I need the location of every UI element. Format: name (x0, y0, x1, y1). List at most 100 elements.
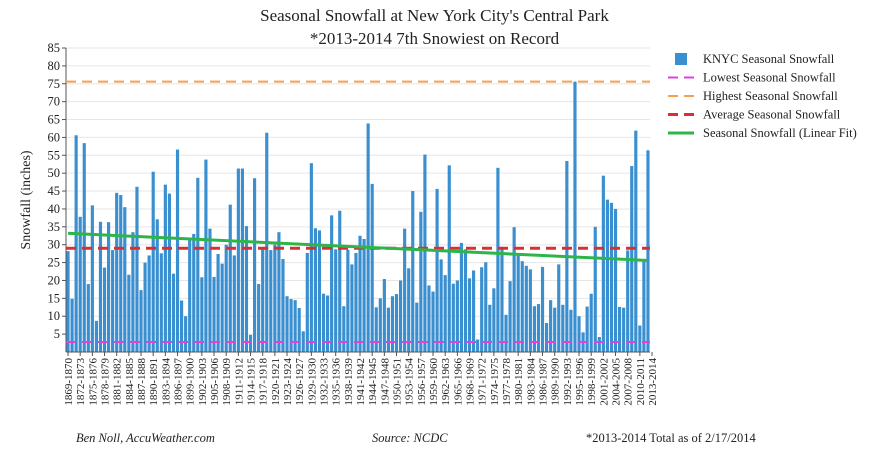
x-tick-label: 1926-1927 (294, 358, 306, 406)
bar (605, 199, 609, 352)
bar (386, 307, 390, 352)
x-tick-label: 1872-1873 (75, 358, 87, 406)
bar (451, 283, 455, 352)
bar (354, 252, 358, 352)
y-tick-label: 25 (48, 256, 61, 270)
bar (504, 314, 508, 352)
bar (618, 306, 622, 352)
x-tick-label: 1968-1969 (465, 358, 477, 406)
bar (447, 165, 451, 352)
bar (634, 130, 638, 352)
y-tick-label: 20 (48, 273, 61, 287)
x-tick-label: 1974-1975 (489, 358, 501, 406)
bar (589, 293, 593, 352)
x-tick-label: 1869-1870 (63, 358, 75, 406)
x-tick-label: 1962-1963 (440, 358, 452, 406)
bar (70, 298, 74, 352)
bar (492, 288, 496, 352)
bar (459, 242, 463, 352)
bar (553, 307, 557, 352)
bar (281, 259, 285, 352)
bar (135, 186, 139, 352)
bar (107, 222, 111, 352)
bar (321, 293, 326, 352)
bar (626, 250, 630, 352)
y-tick-label: 10 (48, 309, 61, 323)
bar (597, 336, 601, 352)
bar (224, 244, 228, 352)
x-tick-label: 1917-1918 (258, 358, 270, 406)
bar (480, 267, 484, 352)
bar (508, 281, 512, 352)
legend-label-knyc-seasonal-snowfall: KNYC Seasonal Snowfall (703, 52, 835, 66)
bar (443, 275, 447, 352)
x-tick-label: 2007-2008 (623, 358, 635, 406)
bar (512, 227, 516, 352)
bar (439, 259, 443, 352)
x-tick-label: 1998-1999 (586, 358, 598, 406)
bar (123, 207, 127, 352)
chart-subtitle: *2013-2014 7th Snowiest on Record (309, 29, 560, 48)
bar (98, 221, 103, 352)
bar (399, 280, 403, 352)
x-tick-label: 1959-1960 (428, 358, 440, 406)
x-tick-label: 2001-2002 (598, 358, 610, 406)
x-tick-label: 1986-1987 (538, 358, 550, 406)
bar (167, 193, 171, 352)
bar (216, 254, 220, 352)
bar (646, 150, 650, 352)
bar (390, 296, 395, 352)
y-tick-label: 60 (48, 130, 61, 144)
bar (557, 264, 561, 352)
bar (175, 149, 180, 352)
x-tick-label: 1956-1957 (416, 358, 428, 406)
x-tick-label: 1920-1921 (270, 358, 282, 406)
x-tick-label: 1971-1972 (477, 358, 489, 406)
bar (180, 300, 184, 352)
x-tick-label: 1965-1966 (452, 358, 464, 406)
y-tick-label: 75 (48, 77, 61, 91)
chart-title: Seasonal Snowfall at New York City's Cen… (260, 6, 609, 25)
bar (277, 232, 281, 352)
legend-swatch-knyc-seasonal-snowfall (675, 53, 687, 65)
x-tick-label: 1881-1882 (112, 358, 124, 406)
bar (370, 183, 374, 352)
y-tick-label: 80 (48, 59, 61, 73)
bar (338, 210, 342, 352)
y-tick-label: 30 (48, 238, 61, 252)
bar (520, 261, 524, 352)
bar (127, 274, 131, 352)
bar (549, 300, 553, 352)
bar (208, 228, 212, 352)
x-tick-label: 2004-2005 (611, 358, 623, 406)
x-tick-label: 2010-2011 (635, 358, 647, 405)
bar (435, 188, 439, 352)
x-tick-label: 1995-1996 (574, 358, 586, 406)
bar (407, 268, 411, 352)
x-tick-label: 1923-1924 (282, 358, 294, 406)
bar (601, 175, 605, 352)
bar (289, 299, 293, 352)
bar (540, 266, 545, 352)
bar (358, 235, 362, 352)
bar (94, 320, 98, 352)
bar (86, 284, 90, 352)
bar (171, 273, 176, 352)
bar (74, 135, 78, 352)
bar (585, 306, 589, 352)
bar (545, 323, 549, 352)
bar (305, 252, 309, 352)
bar (184, 316, 188, 352)
bar (102, 267, 107, 352)
bar (147, 255, 151, 352)
x-tick-label: 1884-1885 (124, 358, 136, 406)
footer-note: *2013-2014 Total as of 2/17/2014 (586, 431, 756, 445)
bar (163, 184, 167, 352)
bar (253, 178, 257, 352)
bar (139, 290, 143, 352)
x-tick-label: 1899-1900 (185, 358, 197, 406)
x-tick-label: 1977-1978 (501, 358, 513, 406)
x-tick-label: 1992-1993 (562, 358, 574, 406)
bar (536, 304, 541, 352)
bar (573, 81, 577, 352)
